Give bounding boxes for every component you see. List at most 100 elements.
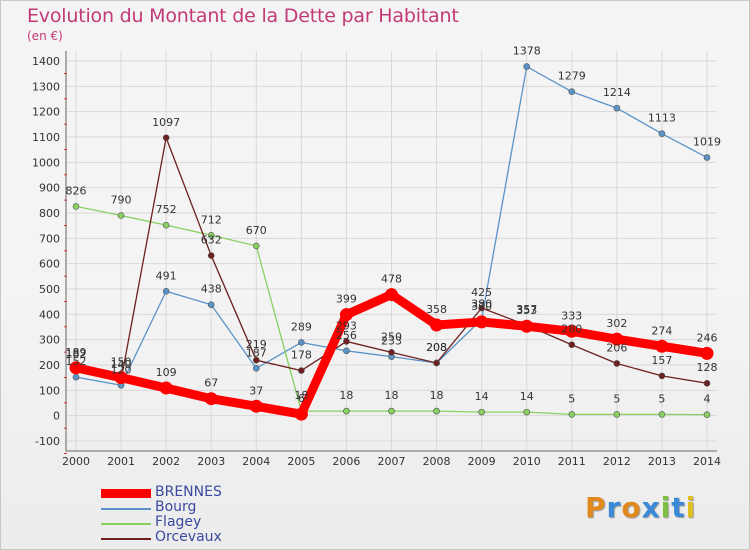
x-tick-label: 2011 (558, 455, 586, 468)
data-label-brennes: 302 (606, 317, 627, 330)
legend-swatch (101, 538, 151, 540)
y-tick-label: 200 (39, 359, 60, 372)
data-point-orcevaux (433, 359, 440, 367)
data-point-orcevaux (613, 360, 621, 367)
x-tick-label: 2013 (648, 455, 676, 468)
data-label-flagey: 752 (156, 203, 177, 216)
data-label-flagey: 790 (111, 194, 132, 207)
y-tick-label: 800 (39, 207, 60, 220)
proxiti-logo: Proxiti (585, 491, 696, 524)
y-tick-label: 1200 (32, 106, 60, 119)
data-label-orcevaux: 632 (201, 234, 222, 247)
y-tick-label: 400 (39, 308, 60, 321)
data-label-orcevaux: 425 (471, 286, 492, 299)
data-label-brennes: 6 (298, 392, 305, 405)
data-label-brennes: 353 (516, 304, 537, 317)
data-label-flagey: 18 (430, 389, 444, 402)
data-label-orcevaux: 182 (66, 348, 87, 361)
data-point-bourg (343, 347, 350, 355)
data-label-flagey: 5 (568, 392, 575, 405)
x-tick-label: 2007 (378, 455, 406, 468)
data-label-bourg: 1113 (648, 112, 676, 125)
legend-item-brennes: BRENNES (101, 484, 321, 501)
data-point-bourg (252, 364, 260, 372)
y-axis-ticks: -100 0 100 200 300 400 500 600 700 800 900 1000 1100… (32, 55, 67, 454)
data-label-bourg: 152 (66, 355, 87, 368)
grid-lines (66, 51, 717, 451)
data-point-bourg (613, 104, 621, 112)
legend-label: Flagey (155, 514, 202, 530)
data-point-orcevaux (252, 356, 260, 364)
legend-swatch (101, 489, 151, 498)
data-label-brennes: 358 (426, 303, 447, 316)
data-point-brennes (565, 324, 579, 338)
x-tick-label: 2014 (693, 455, 721, 468)
data-point-bourg (523, 63, 531, 70)
legend: BRENNES Bourg Flagey Orcevaux (101, 484, 321, 549)
data-point-flagey (117, 212, 125, 219)
data-label-orcevaux: 140 (111, 358, 132, 371)
legend-item-bourg: Bourg (101, 499, 321, 516)
y-tick-label: 1400 (32, 55, 60, 68)
y-tick-label: 1000 (32, 156, 60, 169)
chart-title: Evolution du Montant de la Dette par Hab… (27, 5, 459, 27)
data-label-brennes: 37 (249, 384, 263, 397)
data-point-orcevaux (207, 252, 215, 259)
data-point-orcevaux (658, 372, 666, 380)
data-label-brennes: 150 (111, 356, 132, 369)
data-label-brennes: 478 (381, 273, 402, 286)
x-tick-label: 2000 (62, 455, 90, 468)
data-label-brennes: 189 (66, 346, 87, 359)
data-point-flagey (433, 407, 440, 415)
data-label-brennes: 333 (561, 309, 582, 322)
y-tick-label: -100 (35, 435, 60, 448)
data-point-flagey (523, 408, 531, 416)
data-point-flagey (568, 411, 576, 418)
data-label-orcevaux: 157 (651, 354, 672, 367)
data-label-orcevaux: 357 (516, 303, 537, 316)
legend-item-orcevaux: Orcevaux (101, 529, 321, 546)
series-group (69, 63, 714, 421)
data-label-orcevaux: 128 (697, 361, 718, 374)
y-tick-label: 900 (39, 182, 60, 195)
y-tick-label: 300 (39, 334, 60, 347)
data-point-orcevaux (343, 338, 350, 345)
data-point-brennes (249, 399, 263, 413)
data-label-flagey: 18 (339, 389, 353, 402)
data-point-brennes (655, 339, 669, 353)
data-label-brennes: 399 (336, 293, 357, 306)
data-label-flagey: 5 (658, 392, 665, 405)
logo-letter: i (660, 491, 672, 524)
data-point-brennes (159, 381, 173, 395)
y-tick-label: 1100 (32, 131, 60, 144)
data-label-bourg: 187 (246, 346, 267, 359)
legend-swatch (101, 508, 151, 510)
data-point-bourg (703, 154, 711, 161)
data-point-brennes (69, 361, 83, 375)
legend-item-flagey: Flagey (101, 514, 321, 531)
data-label-orcevaux: 250 (381, 330, 402, 343)
data-label-flagey: 5 (613, 392, 620, 405)
data-label-flagey: 712 (201, 213, 222, 226)
data-label-bourg: 1279 (558, 70, 586, 83)
data-label-flagey: 18 (294, 389, 308, 402)
y-tick-label: 500 (39, 283, 60, 296)
x-tick-label: 2002 (152, 455, 180, 468)
data-point-orcevaux (388, 349, 395, 356)
data-label-bourg: 289 (291, 320, 312, 333)
data-point-flagey (162, 221, 170, 229)
legend-label: Orcevaux (155, 529, 222, 545)
legend-label: BRENNES (155, 484, 222, 500)
data-point-flagey (207, 231, 215, 239)
data-point-flagey (388, 407, 395, 415)
data-labels: 152 120 491 438 187 289 256 233 208 380 1378 1279 12… (66, 45, 722, 406)
data-point-orcevaux (162, 134, 170, 142)
data-label-brennes: 109 (156, 366, 177, 379)
data-label-orcevaux: 178 (291, 349, 312, 362)
data-point-orcevaux (478, 304, 485, 312)
data-point-brennes (204, 392, 218, 406)
logo-letter: o (621, 491, 642, 524)
data-label-flagey: 670 (246, 224, 267, 237)
data-point-flagey (343, 407, 350, 415)
